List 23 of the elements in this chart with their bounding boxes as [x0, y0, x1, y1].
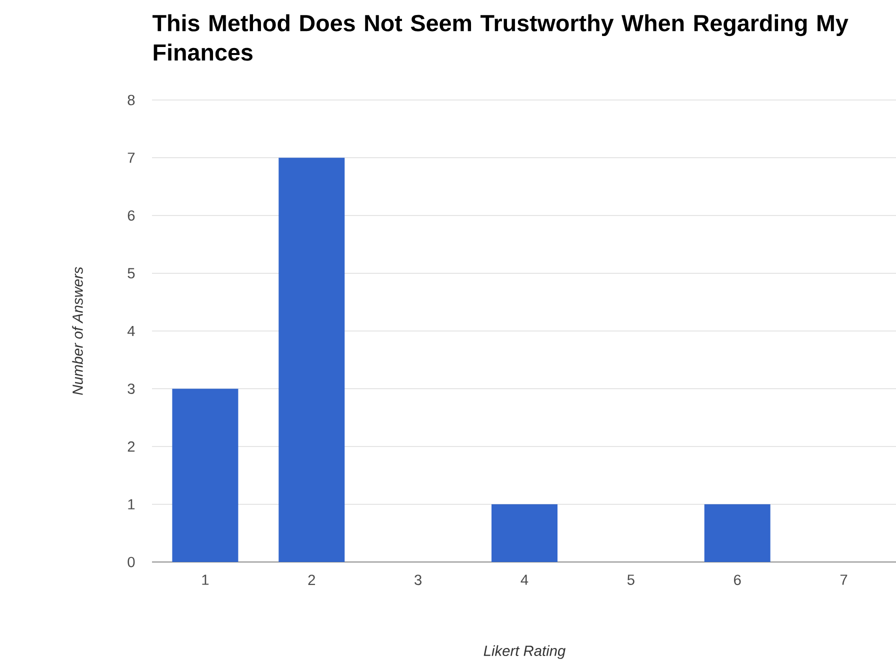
bar [172, 388, 238, 562]
y-tick-label: 3 [128, 384, 135, 394]
chart-title: This Method Does Not Seem Trustworthy When Regarding My Finances [152, 14, 848, 61]
y-tick-label: 8 [128, 94, 135, 106]
bar [704, 504, 770, 562]
x-tick-label: 4 [520, 574, 528, 585]
y-tick-label: 2 [128, 441, 135, 452]
bar [491, 504, 558, 562]
y-tick-label: 6 [128, 210, 135, 221]
y-tick-label: 4 [127, 326, 135, 336]
y-axis-title: Number of Answers [72, 266, 83, 395]
y-tick-label: 5 [128, 268, 135, 278]
x-axis-title: Likert Rating [484, 645, 566, 659]
x-tick-label: 2 [308, 574, 315, 585]
x-tick-label: 7 [840, 574, 848, 585]
x-tick-label: 6 [734, 574, 741, 586]
bar [278, 158, 345, 562]
y-tick-label: 0 [128, 556, 135, 568]
x-tick-label: 1 [202, 574, 209, 585]
x-tick-label: 5 [627, 574, 634, 585]
y-tick-label: 1 [128, 499, 135, 510]
x-tick-label: 3 [414, 574, 422, 586]
y-tick-label: 7 [128, 152, 135, 163]
